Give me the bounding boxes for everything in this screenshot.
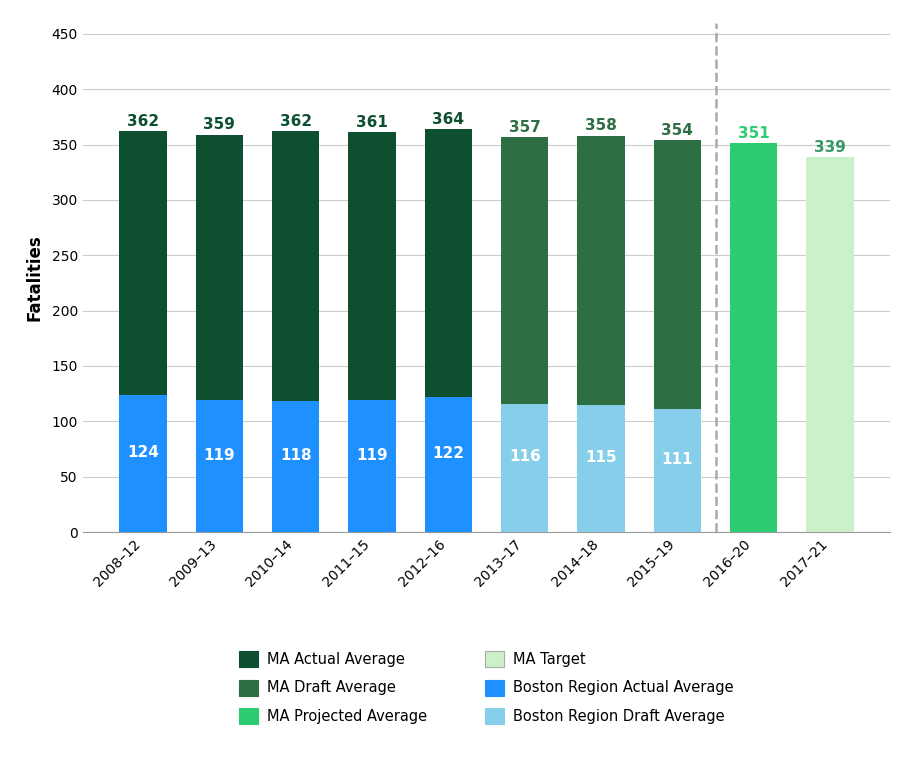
Text: 119: 119 [204, 448, 235, 463]
Bar [425, 129, 472, 532]
Bar [196, 135, 243, 532]
Bar [348, 132, 396, 532]
Text: 115: 115 [586, 450, 617, 465]
Text: 339: 339 [814, 140, 846, 154]
Text: 116: 116 [509, 449, 541, 464]
Bar [196, 401, 243, 532]
Text: 118: 118 [280, 448, 311, 463]
Bar [577, 404, 625, 532]
Text: 364: 364 [432, 112, 465, 127]
Bar [272, 131, 319, 532]
Text: 351: 351 [738, 126, 769, 141]
Bar [577, 136, 625, 532]
Bar [806, 157, 854, 532]
Bar [501, 137, 548, 532]
Bar [119, 394, 167, 532]
Text: 362: 362 [127, 114, 159, 129]
Text: 122: 122 [432, 446, 465, 461]
Bar [348, 401, 396, 532]
Text: 362: 362 [280, 114, 312, 129]
Y-axis label: Fatalities: Fatalities [25, 234, 43, 321]
Bar [654, 409, 701, 532]
Bar [425, 397, 472, 532]
Text: 119: 119 [356, 448, 387, 463]
Text: 358: 358 [585, 119, 617, 134]
Bar [119, 131, 167, 532]
Text: 111: 111 [662, 452, 693, 467]
Bar [730, 144, 778, 532]
Text: 124: 124 [127, 445, 159, 460]
Text: 354: 354 [662, 123, 693, 138]
Bar [654, 140, 701, 532]
Text: 359: 359 [204, 117, 235, 132]
Bar [272, 401, 319, 532]
Bar [501, 404, 548, 532]
Text: 361: 361 [356, 116, 388, 130]
Text: 357: 357 [509, 119, 541, 135]
Legend: MA Actual Average, MA Draft Average, MA Projected Average, MA Target, Boston Reg: MA Actual Average, MA Draft Average, MA … [240, 651, 733, 724]
